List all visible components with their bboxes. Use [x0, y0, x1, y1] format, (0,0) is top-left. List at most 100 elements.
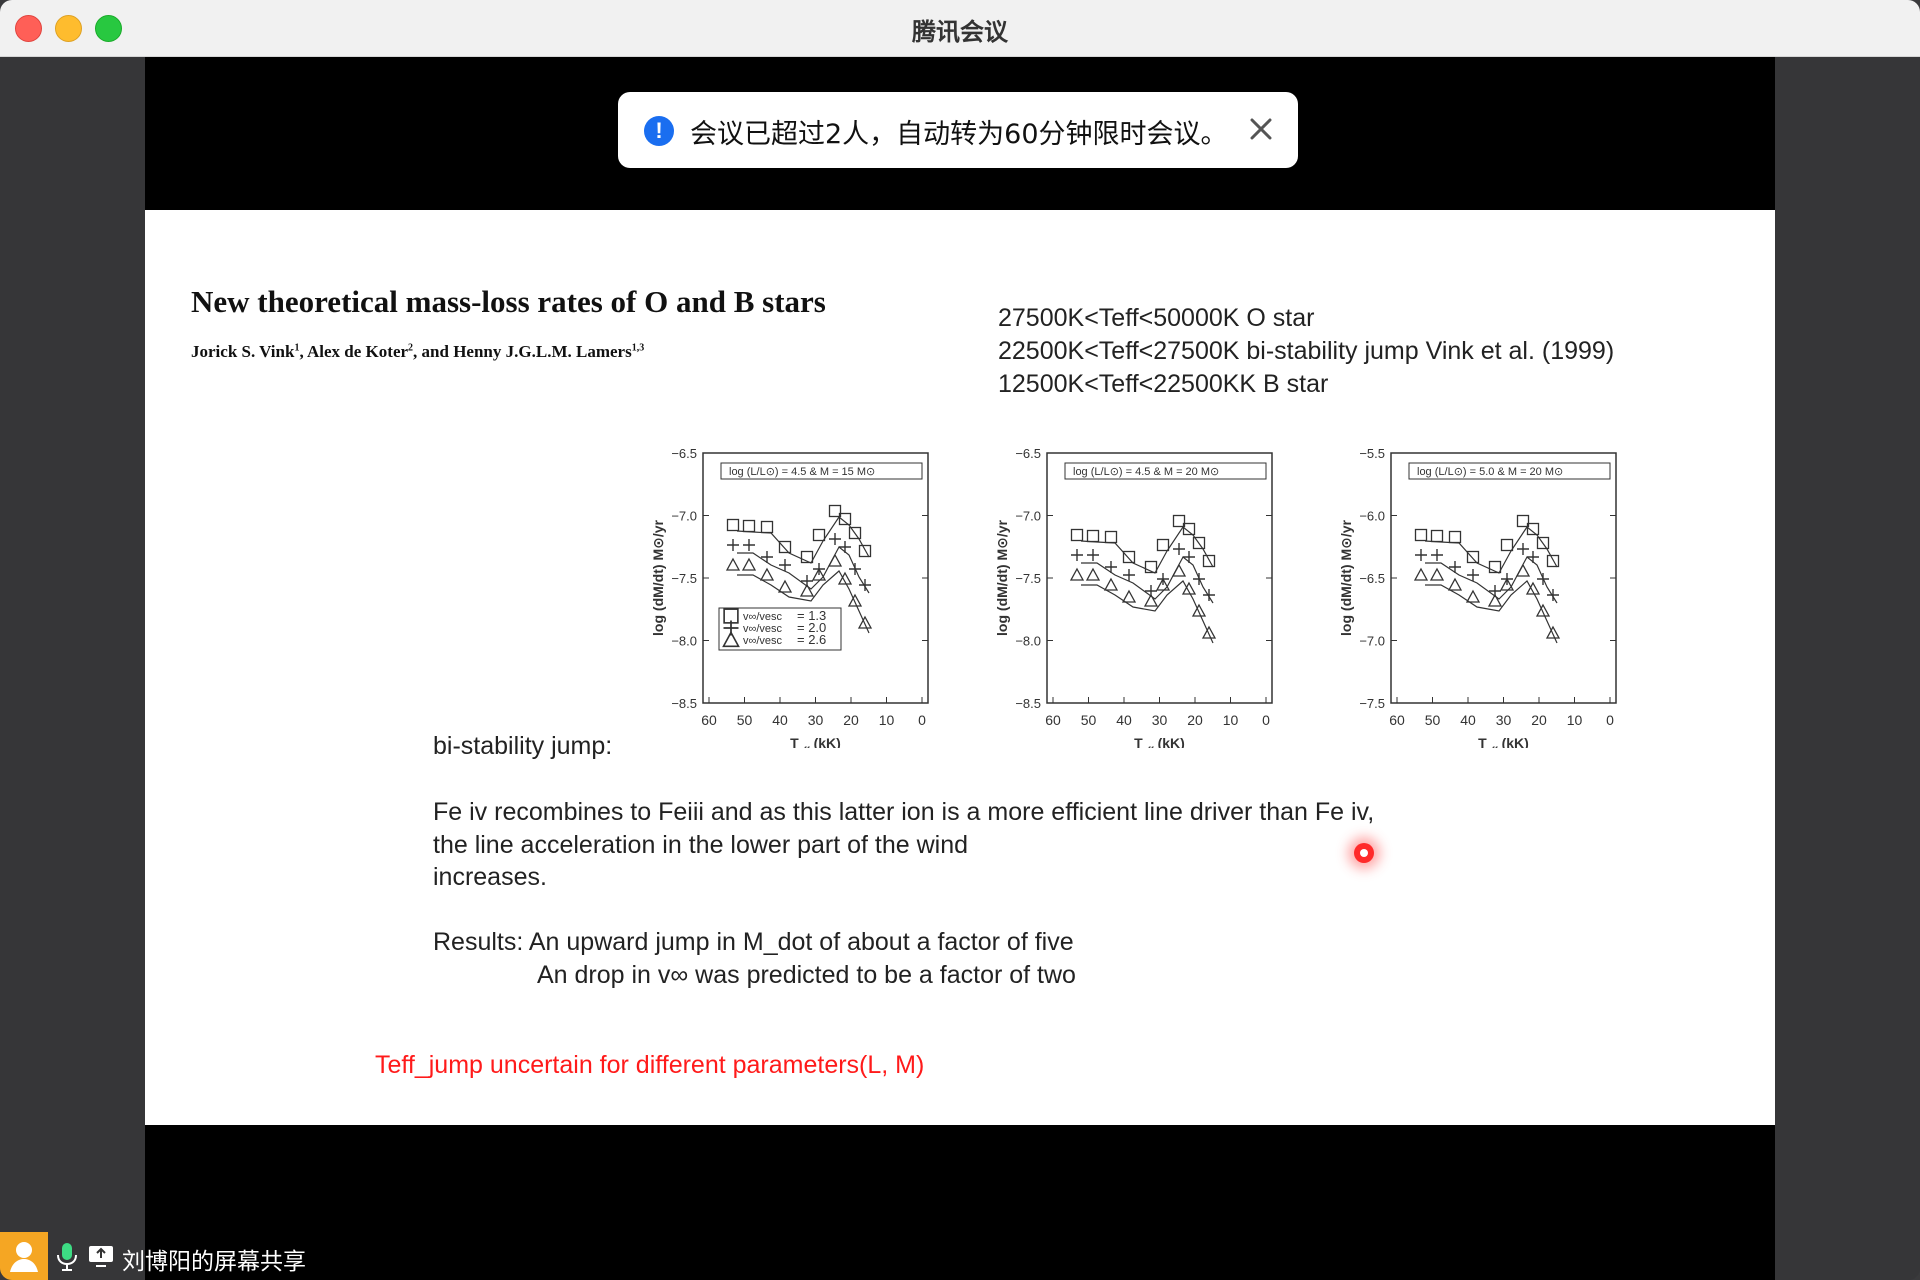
left-margin: [0, 57, 145, 1280]
model-curve: [1081, 556, 1214, 604]
model-curve: [1424, 526, 1558, 574]
symbol-key-box: [718, 607, 842, 651]
y-tick-label: −7.0: [1015, 509, 1041, 524]
x-tick-label: 60: [1045, 712, 1061, 728]
explanation-line: Fe iv recombines to Feiii and as this la…: [433, 798, 1375, 826]
explanation-line: the line acceleration in the lower part …: [433, 831, 969, 859]
x-tick-label: 30: [1152, 712, 1168, 728]
results-line: An drop in v∞ was predicted to be a fact…: [537, 961, 1076, 989]
laser-pointer: [1354, 843, 1374, 863]
figure-panel: log (L/L⊙) = 4.5 & M = 20 M⊙ −6.5 −7.0 −7.5…: [994, 446, 1273, 748]
legend-box: [1408, 462, 1611, 480]
y-tick-label: −8.0: [1015, 634, 1041, 649]
symbol-key-label: v∞/vesc: [743, 635, 783, 647]
close-icon[interactable]: [1246, 114, 1276, 144]
plot-frame: [1390, 452, 1617, 704]
figure-panel: log (L/L⊙) = 4.5 & M = 15 M⊙ −6.5 −7.0 −7.5…: [650, 446, 929, 748]
legend-label: log (L/L⊙) = 5.0 & M = 20 M⊙: [1417, 466, 1563, 478]
toast-message: 会议已超过2人，自动转为60分钟限时会议。: [690, 119, 1228, 150]
plot-frame: [1046, 452, 1273, 704]
window-title: 腾讯会议: [912, 18, 1008, 46]
symbol-key-label: v∞/vesc: [743, 611, 783, 623]
symbol-key-label: v∞/vesc: [743, 623, 783, 635]
paper-authors: Jorick S. Vink1, Alex de Koter2, and Hen…: [191, 342, 645, 361]
legend-box: [1064, 462, 1267, 480]
meeting-limit-toast: ! 会议已超过2人，自动转为60分钟限时会议。: [618, 92, 1298, 168]
paper-title: New theoretical mass-loss rates of O and…: [191, 284, 826, 319]
y-tick-label: −7.5: [1359, 696, 1385, 711]
model-curve: [737, 570, 870, 634]
x-tick-label: 0: [1262, 712, 1270, 728]
y-axis-label: log (dM/dt) M⊙/yr: [994, 519, 1010, 635]
x-tick-label: 40: [1460, 712, 1476, 728]
x-axis-label: Teff (kK): [1134, 735, 1185, 748]
symbol-key: v∞/vesc = 1.3 v∞/vesc = 2.0 v∞/vesc = 2.6: [718, 607, 842, 651]
close-window-button[interactable]: [15, 15, 42, 42]
explanation-line: increases.: [433, 863, 547, 891]
y-axis-label: log (dM/dt) M⊙/yr: [1338, 519, 1354, 635]
legend-label: log (L/L⊙) = 4.5 & M = 20 M⊙: [1073, 466, 1219, 478]
y-tick-label: −6.5: [1015, 446, 1041, 461]
y-tick-label: −7.0: [1359, 634, 1385, 649]
zoom-window-button[interactable]: [95, 15, 122, 42]
bistability-heading: bi-stability jump:: [433, 732, 613, 760]
mass-loss-figures: log (L/L⊙) = 4.5 & M = 15 M⊙ −6.5 −7.0 −7.5…: [650, 446, 1617, 748]
x-axis-label: Teff (kK): [790, 735, 841, 748]
share-status-bar: 刘博阳的屏幕共享: [0, 1232, 360, 1280]
info-icon: !: [644, 116, 674, 146]
x-axis-label: Teff (kK): [1478, 735, 1529, 748]
x-tick-label: 20: [843, 712, 859, 728]
model-curve: [1425, 580, 1558, 644]
symbol-key-value: = 2.0: [797, 620, 826, 635]
symbol-key-value: = 1.3: [797, 608, 826, 623]
x-tick-label: 50: [1081, 712, 1097, 728]
right-margin: [1775, 57, 1920, 1280]
screen-share-icon[interactable]: [88, 1245, 114, 1267]
results-line: Results: An upward jump in M_dot of abou…: [433, 928, 1074, 956]
uncertainty-note: Teff_jump uncertain for different parame…: [375, 1051, 925, 1079]
x-tick-label: 30: [808, 712, 824, 728]
x-tick-label: 10: [879, 712, 895, 728]
temperature-ranges: 27500K<Teff<50000K O star 22500K<Teff<27…: [998, 302, 1614, 401]
x-tick-label: 10: [1567, 712, 1583, 728]
y-tick-label: −7.0: [671, 509, 697, 524]
model-curve: [1425, 556, 1558, 604]
x-tick-label: 10: [1223, 712, 1239, 728]
symbol-key-value: = 2.6: [797, 632, 826, 647]
avatar-icon[interactable]: [0, 1232, 48, 1280]
x-tick-label: 20: [1187, 712, 1203, 728]
y-tick-label: −7.5: [671, 571, 697, 586]
y-tick-label: −8.5: [671, 696, 697, 711]
presentation-slide: New theoretical mass-loss rates of O and…: [145, 210, 1775, 1125]
x-tick-label: 60: [701, 712, 717, 728]
x-tick-label: 0: [1606, 712, 1614, 728]
y-tick-label: −8.5: [1015, 696, 1041, 711]
x-tick-label: 60: [1389, 712, 1405, 728]
y-tick-label: −6.0: [1359, 509, 1385, 524]
share-status-label: 刘博阳的屏幕共享: [122, 1249, 306, 1275]
legend-label: log (L/L⊙) = 4.5 & M = 15 M⊙: [729, 466, 875, 478]
y-tick-label: −5.5: [1359, 446, 1385, 461]
legend-box: [720, 462, 923, 480]
minimize-window-button[interactable]: [55, 15, 82, 42]
y-axis-label: log (dM/dt) M⊙/yr: [650, 519, 666, 635]
x-tick-label: 0: [918, 712, 926, 728]
x-tick-label: 30: [1496, 712, 1512, 728]
microphone-icon[interactable]: [56, 1242, 78, 1272]
x-tick-label: 20: [1531, 712, 1547, 728]
temp-range-line: 22500K<Teff<27500K bi-stability jump Vin…: [998, 337, 1615, 365]
x-tick-label: 50: [737, 712, 753, 728]
y-tick-label: −6.5: [1359, 571, 1385, 586]
x-tick-label: 50: [1425, 712, 1441, 728]
title-bar: 腾讯会议: [0, 0, 1920, 57]
y-tick-label: −8.0: [671, 634, 697, 649]
y-tick-label: −7.5: [1015, 571, 1041, 586]
temp-range-line: 27500K<Teff<50000K O star: [998, 304, 1315, 332]
figure-panel: log (L/L⊙) = 5.0 & M = 20 M⊙ −5.5 −6.0 −6.5…: [1338, 446, 1617, 748]
model-curve: [737, 546, 870, 594]
x-tick-label: 40: [1116, 712, 1132, 728]
temp-range-line: 12500K<Teff<22500KK B star: [998, 370, 1329, 398]
x-tick-label: 40: [772, 712, 788, 728]
model-curve: [736, 516, 870, 564]
